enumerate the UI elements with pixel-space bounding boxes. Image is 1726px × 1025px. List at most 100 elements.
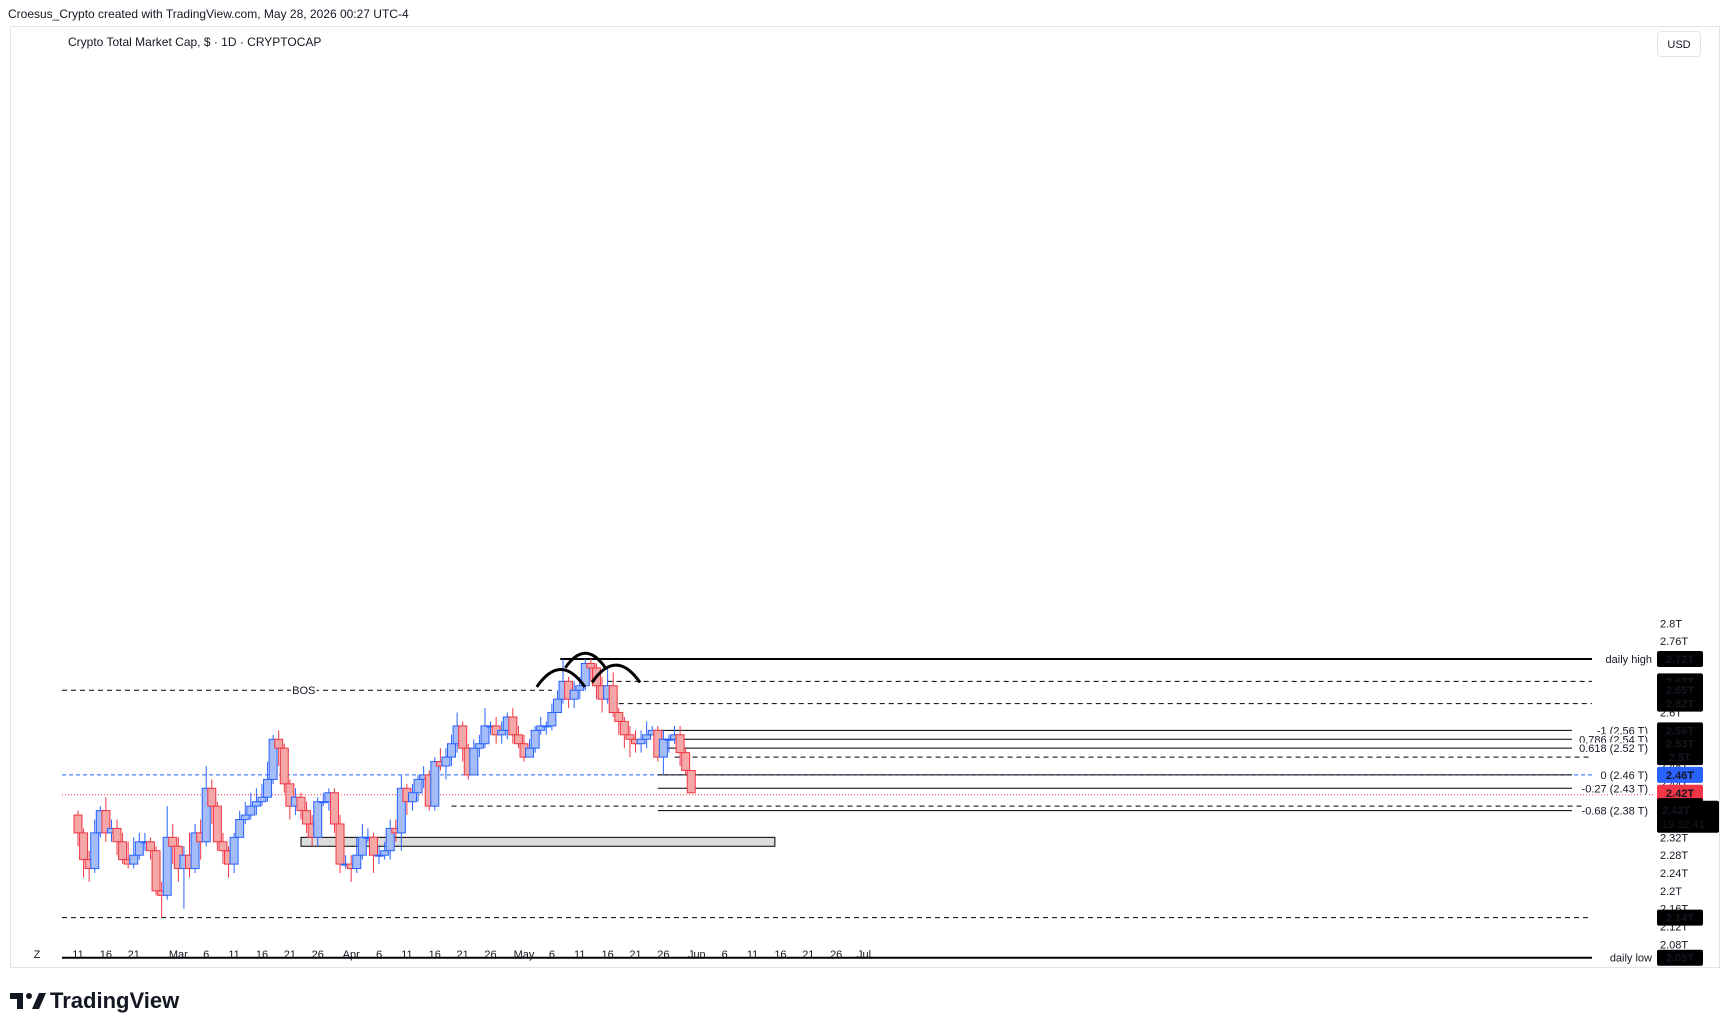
- y-axis-tick-label: 2.76T: [1660, 636, 1688, 648]
- candle-body: [642, 734, 652, 740]
- y-axis-tick-label: 2.08T: [1660, 939, 1688, 951]
- candle-body: [145, 841, 155, 852]
- currency-button[interactable]: USD: [1657, 31, 1701, 57]
- price-badge: [1657, 949, 1703, 966]
- candle-body: [569, 689, 579, 700]
- price-badge: [1657, 651, 1703, 668]
- candle-body: [257, 796, 267, 803]
- candle-body: [368, 836, 378, 856]
- x-axis-tick-label: 16: [100, 949, 112, 961]
- candle-body: [525, 747, 535, 758]
- x-axis-tick-label: 11: [228, 949, 239, 961]
- price-badge: [1657, 682, 1703, 699]
- candle-body: [263, 778, 273, 798]
- candle-body: [458, 725, 468, 749]
- candle-body: [318, 801, 328, 804]
- x-axis-tick-label: 21: [802, 949, 814, 961]
- chart-title: Crypto Total Market Cap, $ · 1D · CRYPTO…: [68, 35, 322, 49]
- price-badge: [1657, 735, 1703, 752]
- last-price-label: 2.42T: [1662, 805, 1690, 817]
- tradingview-logo[interactable]: TradingView: [10, 988, 179, 1014]
- fib-label: -0.27 (2.43 T): [1582, 783, 1648, 795]
- tradingview-logo-icon: [10, 993, 46, 1009]
- price-badge-label: 2.14T: [1666, 913, 1694, 925]
- pattern-arc: [564, 651, 607, 669]
- candle-body: [279, 747, 289, 785]
- candle-body: [79, 832, 89, 861]
- candle-body: [625, 734, 635, 740]
- candle-body: [302, 810, 312, 825]
- candle-body: [274, 738, 284, 749]
- price-badge-label: 2.53T: [1666, 739, 1694, 751]
- candle-body: [575, 685, 585, 691]
- x-axis-tick-label: 26: [312, 949, 324, 961]
- candle-body: [374, 854, 384, 857]
- price-badge-label: 2.72T: [1666, 654, 1694, 666]
- y-axis-tick-label: 2.2T: [1660, 886, 1682, 898]
- candle-body: [357, 836, 367, 856]
- x-axis-tick-label: 16: [774, 949, 786, 961]
- candle-body: [614, 712, 624, 722]
- candle-body: [380, 850, 390, 856]
- candle-body: [619, 720, 629, 736]
- x-axis-tick-label: 21: [457, 949, 469, 961]
- candle-body: [547, 712, 557, 727]
- level-label: daily high: [1606, 654, 1652, 666]
- candle-body: [658, 738, 668, 758]
- candle-body: [229, 836, 239, 865]
- candle-body: [129, 854, 139, 865]
- candle-body: [296, 796, 306, 812]
- candle-body: [329, 792, 339, 825]
- candle-body: [396, 787, 406, 834]
- x-axis-tick-label: 11: [72, 949, 83, 961]
- candle-body: [285, 783, 295, 807]
- candle-body: [686, 769, 696, 794]
- x-axis-tick-label: 16: [256, 949, 268, 961]
- x-axis-tick-label: 6: [722, 949, 728, 961]
- price-badge: [1657, 784, 1703, 801]
- fib-label: -1 (2.56 T): [1597, 725, 1648, 737]
- price-badge: [1657, 749, 1703, 766]
- fib-label: 0.786 (2.54 T): [1579, 734, 1648, 746]
- price-badge-label: 2.62T: [1666, 699, 1694, 711]
- x-axis-tick-label: 6: [376, 949, 382, 961]
- x-axis-tick-label: 26: [484, 949, 496, 961]
- candle-body: [246, 805, 256, 816]
- x-axis-tick-label: 16: [429, 949, 441, 961]
- candle-body: [268, 738, 278, 780]
- candle-body: [497, 729, 507, 736]
- candle-body: [675, 734, 685, 754]
- price-badge-label: 2.42T: [1666, 788, 1694, 800]
- x-axis-tick-label: 6: [203, 949, 209, 961]
- bos-label: BOS: [292, 685, 315, 697]
- price-badge: [1657, 695, 1703, 712]
- candle-body: [151, 850, 161, 892]
- candle-body: [536, 725, 546, 731]
- fib-label: 0.618 (2.52 T): [1579, 743, 1648, 755]
- pattern-arc: [590, 663, 642, 684]
- candle-body: [513, 734, 523, 745]
- y-axis-tick-label: 2.24T: [1660, 868, 1688, 880]
- x-axis-tick-label: Apr: [343, 949, 360, 961]
- candle-body: [608, 685, 618, 714]
- candle-body: [101, 810, 111, 834]
- candle-body: [474, 743, 484, 749]
- candle-body: [235, 819, 245, 838]
- candle-body: [162, 836, 172, 896]
- x-axis-tick-label: May: [514, 949, 535, 961]
- candle-body: [218, 841, 228, 852]
- candle-body: [168, 836, 178, 847]
- level-label: daily low: [1610, 953, 1652, 965]
- candle-body: [240, 814, 250, 821]
- candle-body: [480, 725, 490, 745]
- x-axis-tick-label: 26: [830, 949, 842, 961]
- support-zone-rect: [300, 836, 776, 847]
- candle-body: [212, 805, 222, 843]
- price-badge: [1657, 766, 1703, 783]
- x-axis-tick-label: 16: [602, 949, 614, 961]
- x-axis-tick-label: Jun: [688, 949, 706, 961]
- x-axis-tick-label: 11: [574, 949, 585, 961]
- candle-body: [441, 756, 451, 767]
- candle-body: [664, 738, 674, 741]
